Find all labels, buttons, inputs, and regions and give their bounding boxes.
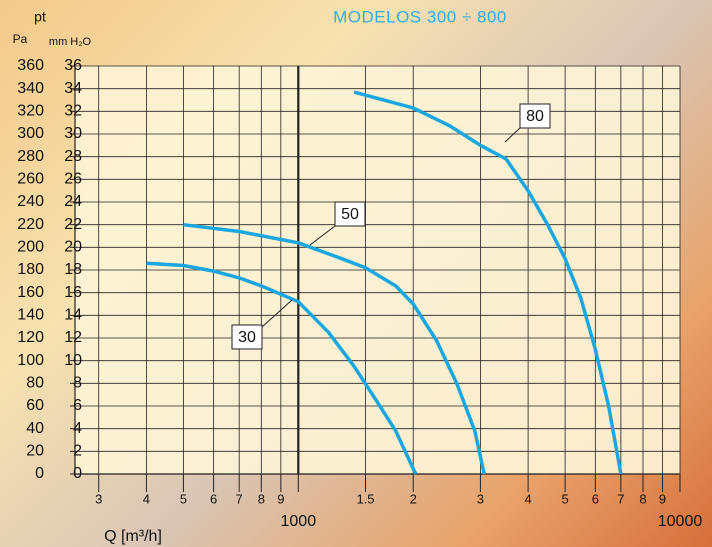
series-line (183, 222, 486, 475)
x-tick-label: 8 (258, 491, 265, 506)
x-tick-label: 6 (592, 491, 599, 506)
y-tick-label: 36 (64, 57, 82, 74)
y-tick-label: 34 (64, 80, 82, 97)
series-line (146, 261, 418, 475)
y2-tick-label: 140 (17, 307, 44, 324)
label-leader (309, 225, 336, 246)
y2-tick-label: 260 (17, 171, 44, 188)
x-tick-label: 7 (617, 491, 624, 506)
x-tick-label: 5 (561, 491, 568, 506)
y-tick-label: 32 (64, 103, 82, 120)
y2-tick-label: 320 (17, 103, 44, 120)
y2-tick-label: 0 (35, 465, 44, 482)
y2-tick-label: 160 (17, 284, 44, 301)
x-tick-label: 10000 (658, 513, 703, 530)
x-tick-label: 9 (659, 491, 666, 506)
x-tick-label: 4 (524, 491, 531, 506)
x-tick-label: 8 (639, 491, 646, 506)
x-tick-label: 3 (95, 491, 102, 506)
label-box (334, 201, 366, 227)
series-label: 50 (309, 201, 366, 246)
y2-tick-label: 80 (26, 375, 44, 392)
label-leader (504, 127, 521, 143)
y-tick-label: 14 (64, 307, 82, 324)
y2-tick-label: 100 (17, 352, 44, 369)
y-tick-label: 30 (64, 125, 82, 142)
label-box (231, 324, 263, 350)
x-tick-label: 2 (410, 491, 417, 506)
series-label: 30 (231, 299, 293, 350)
y2-tick-label: 220 (17, 216, 44, 233)
y-tick-label: 22 (64, 216, 82, 233)
x-tick-label: 1000 (281, 513, 317, 530)
x-tick-label: 7 (236, 491, 243, 506)
x-tick-label: 3 (477, 491, 484, 506)
series-line (353, 90, 623, 475)
y2-tick-label: 300 (17, 125, 44, 142)
x-tick-label: 6 (210, 491, 217, 506)
label-text: 50 (341, 206, 359, 223)
x-tick-label: 5 (180, 491, 187, 506)
y-tick-label: 4 (73, 420, 82, 437)
y-tick-label: 8 (73, 375, 82, 392)
y-tick-label: 20 (64, 239, 82, 256)
label-text: 30 (238, 329, 256, 346)
y-tick-label: 10 (64, 352, 82, 369)
y2-unit: Pa (13, 32, 28, 46)
label-text: 80 (526, 108, 544, 125)
y2-tick-label: 360 (17, 57, 44, 74)
y-tick-label: 28 (64, 148, 82, 165)
y-tick-label: 24 (64, 193, 82, 210)
y-tick-label: 6 (73, 397, 82, 414)
label-leader (261, 299, 293, 328)
y-tick-label: 18 (64, 261, 82, 278)
y-tick-label: 2 (73, 443, 82, 460)
chart-title: MODELOS 300 ÷ 800 (333, 7, 507, 26)
y2-tick-label: 40 (26, 420, 44, 437)
y2-tick-label: 240 (17, 193, 44, 210)
x-axis-title: Q [m³/h] (104, 528, 162, 545)
x-tick-label: 4 (143, 491, 150, 506)
x-tick-label: 1.5 (356, 491, 374, 506)
y-unit: mm H₂O (49, 36, 92, 48)
y2-tick-label: 60 (26, 397, 44, 414)
y2-tick-label: 200 (17, 239, 44, 256)
label-box (519, 103, 551, 129)
y2-tick-label: 120 (17, 329, 44, 346)
series-label: 80 (504, 103, 551, 143)
y2-tick-label: 280 (17, 148, 44, 165)
y2-title: pt (34, 9, 46, 25)
x-tick-label: 9 (277, 491, 284, 506)
y2-tick-label: 180 (17, 261, 44, 278)
y-tick-label: 12 (64, 329, 82, 346)
y-tick-label: 26 (64, 171, 82, 188)
y-tick-label: 16 (64, 284, 82, 301)
y2-tick-label: 340 (17, 80, 44, 97)
y2-tick-label: 20 (26, 443, 44, 460)
